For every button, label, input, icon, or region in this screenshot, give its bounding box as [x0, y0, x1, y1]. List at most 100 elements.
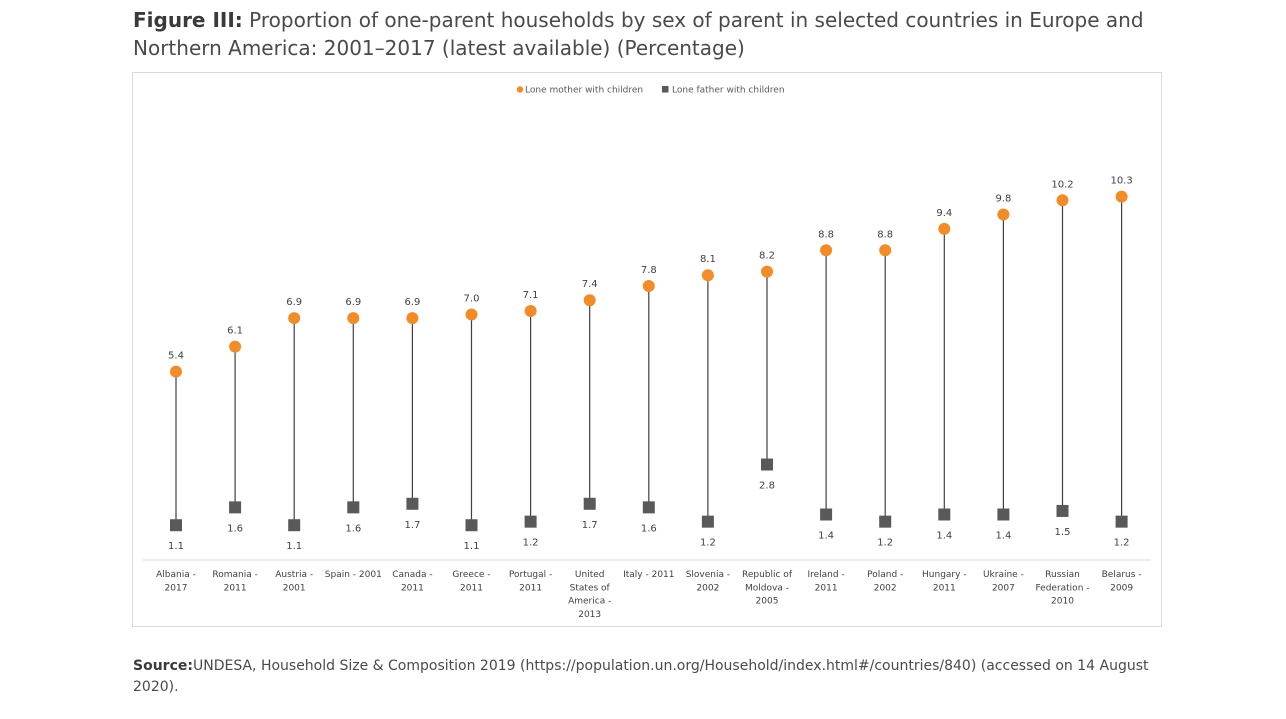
category-label: 2011 [401, 583, 424, 593]
mother-point [879, 244, 892, 257]
source-label: Source: [133, 658, 193, 674]
category-label: 2002 [696, 583, 719, 593]
father-point [406, 497, 419, 510]
category-label: 2013 [578, 610, 601, 620]
father-point [761, 458, 773, 471]
legend-label-father: Lone father with children [672, 86, 785, 96]
father-point [465, 519, 478, 532]
category-label: America - [568, 597, 611, 607]
legend-marker-father [662, 86, 669, 93]
mother-data-label: 10.3 [1110, 176, 1132, 187]
mother-point [1056, 194, 1069, 207]
category-label: 2011 [224, 583, 247, 593]
father-data-label: 1.6 [227, 523, 243, 534]
father-data-label: 1.1 [286, 541, 302, 552]
mother-data-label: 8.8 [877, 229, 893, 240]
category-label: Republic of [742, 570, 793, 580]
category-label: Federation - [1035, 583, 1089, 593]
category-label: Russian [1045, 570, 1080, 580]
chart-frame: Lone mother with children Lone father wit… [132, 72, 1162, 627]
father-data-label: 1.2 [877, 538, 893, 549]
mother-point [761, 265, 773, 278]
father-data-label: 1.1 [168, 541, 184, 552]
category-label: 2010 [1051, 597, 1074, 607]
category-label: Slovenia - [686, 570, 730, 580]
figure-title-text: Proportion of one-parent households by s… [133, 8, 1144, 60]
mother-point [524, 304, 537, 317]
legend-marker-mother [516, 86, 524, 93]
father-point [347, 501, 360, 514]
mother-data-label: 6.1 [227, 326, 243, 337]
mother-data-label: 8.2 [759, 251, 775, 262]
father-point [879, 515, 892, 528]
mother-data-label: 6.9 [404, 297, 420, 308]
figure-source: Source:UNDESA, Household Size & Composit… [133, 656, 1153, 698]
mother-point [406, 312, 419, 325]
mother-point [997, 208, 1010, 221]
mother-point [701, 269, 714, 282]
mother-data-label: 7.8 [641, 265, 657, 276]
mother-data-label: 10.2 [1051, 179, 1073, 190]
category-label: Hungary - [922, 570, 967, 580]
father-point [229, 501, 242, 514]
father-data-label: 1.6 [641, 523, 657, 534]
category-label: Portugal - [509, 570, 552, 580]
father-data-label: 1.2 [523, 538, 539, 549]
category-label: Austria - [275, 570, 313, 580]
mother-point [938, 222, 951, 235]
mother-data-label: 9.4 [936, 208, 952, 219]
father-point [642, 501, 655, 514]
father-point [288, 519, 301, 532]
father-data-label: 1.1 [464, 541, 480, 552]
father-data-label: 1.7 [404, 520, 420, 531]
father-point [997, 508, 1010, 521]
category-label: United [575, 570, 605, 580]
category-label: Moldova - [745, 583, 789, 593]
father-point [1115, 515, 1128, 528]
category-label: Greece - [452, 570, 490, 580]
mother-data-label: 6.9 [286, 297, 302, 308]
father-point [701, 515, 714, 528]
father-data-label: 1.2 [1114, 538, 1130, 549]
mother-data-label: 6.9 [345, 297, 361, 308]
category-label: Poland - [867, 570, 903, 580]
mother-point [347, 312, 360, 325]
mother-data-label: 7.4 [582, 279, 598, 290]
category-label: Canada - [392, 570, 432, 580]
category-label: 2001 [283, 583, 306, 593]
father-point [1056, 504, 1069, 517]
mother-data-label: 7.1 [523, 290, 539, 301]
category-label: Spain - 2001 [325, 570, 382, 580]
category-label: Italy - 2011 [623, 570, 674, 580]
mother-point [820, 244, 833, 257]
father-point [170, 519, 182, 532]
mother-point [642, 279, 655, 292]
category-label: 2002 [874, 583, 897, 593]
category-label: Albania - [156, 570, 196, 580]
mother-point [465, 308, 478, 321]
father-data-label: 1.6 [345, 523, 361, 534]
category-label: States of [570, 583, 611, 593]
category-label: 2011 [460, 583, 483, 593]
category-label: Romania - [212, 570, 257, 580]
legend-label-mother: Lone mother with children [525, 86, 643, 96]
mother-point [1115, 190, 1128, 203]
category-label: 2017 [165, 583, 188, 593]
father-data-label: 1.4 [936, 531, 952, 542]
father-data-label: 1.4 [818, 531, 834, 542]
father-point [524, 515, 537, 528]
category-label: 2011 [519, 583, 542, 593]
category-label: Belarus - [1102, 570, 1142, 580]
category-label: Ireland - [807, 570, 844, 580]
figure-label: Figure III: [133, 8, 243, 32]
dumbbell-chart: Lone mother with children Lone father wit… [143, 86, 1151, 620]
mother-data-label: 8.1 [700, 254, 716, 265]
figure-title: Figure III: Proportion of one-parent hou… [133, 6, 1173, 62]
father-point [583, 497, 596, 510]
father-data-label: 2.8 [759, 481, 775, 492]
category-label: 2005 [756, 597, 779, 607]
mother-point [170, 365, 182, 378]
father-data-label: 1.7 [582, 520, 598, 531]
father-point [938, 508, 951, 521]
father-point [820, 508, 833, 521]
